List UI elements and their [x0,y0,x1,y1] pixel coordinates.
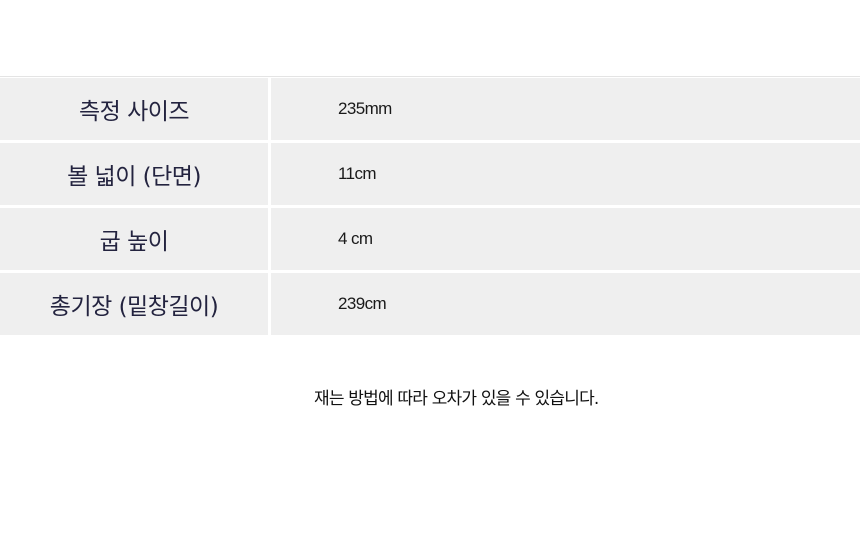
row-value: 4 cm [271,208,860,270]
size-table: 측정 사이즈 235mm 볼 넓이 (단면) 11cm 굽 높이 4 cm 총기… [0,78,860,338]
row-label: 굽 높이 [0,208,268,270]
table-row: 굽 높이 4 cm [0,208,860,270]
measurement-note: 재는 방법에 따라 오차가 있을 수 있습니다. [314,389,599,409]
column-divider [268,78,271,140]
row-label: 측정 사이즈 [0,78,268,140]
table-row: 측정 사이즈 235mm [0,78,860,140]
table-row: 총기장 (밑창길이) 239cm [0,273,860,335]
table-top-border [0,76,860,77]
column-divider [268,273,271,335]
row-label: 총기장 (밑창길이) [0,273,268,335]
table-row: 볼 넓이 (단면) 11cm [0,143,860,205]
row-value: 11cm [271,143,860,205]
row-value: 235mm [271,78,860,140]
column-divider [268,208,271,270]
row-value: 239cm [271,273,860,335]
column-divider [268,143,271,205]
row-label: 볼 넓이 (단면) [0,143,268,205]
